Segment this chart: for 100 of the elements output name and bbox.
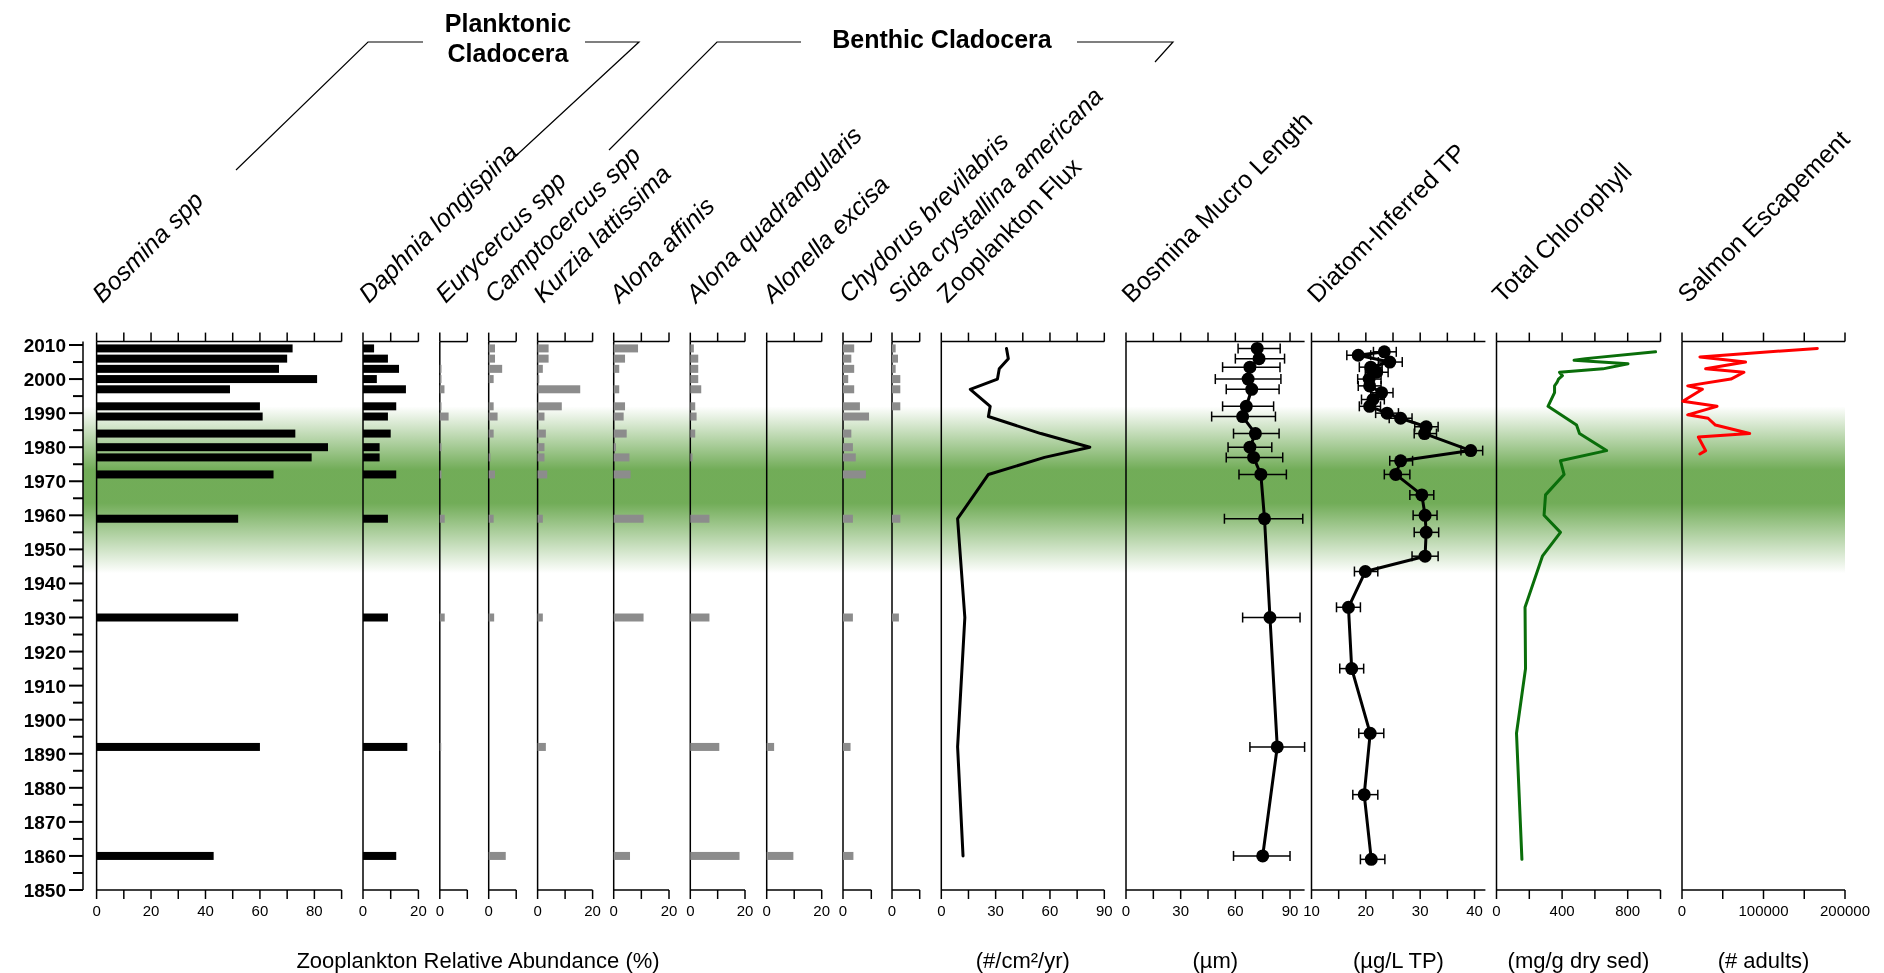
bar — [613, 851, 631, 860]
y-tick-label: 1900 — [23, 709, 66, 731]
x-axis-title: (µm) — [1192, 948, 1239, 973]
point — [1375, 386, 1389, 400]
bar — [690, 385, 702, 394]
point — [1243, 360, 1257, 374]
bar — [613, 470, 631, 479]
x-tick-label: 800 — [1615, 902, 1641, 919]
x-tick-label: 90 — [1281, 902, 1299, 919]
x-tick-label: 100000 — [1738, 902, 1789, 919]
bar — [843, 364, 855, 373]
bar — [613, 514, 644, 523]
bar — [843, 375, 849, 384]
x-axis-title: Zooplankton Relative Abundance (%) — [296, 948, 660, 973]
bar — [690, 364, 699, 373]
bar — [488, 429, 494, 438]
x-tick-label: 90 — [1095, 902, 1113, 919]
bar — [843, 412, 870, 421]
y-tick-label: 1850 — [23, 880, 66, 901]
bar — [690, 613, 710, 622]
point — [1358, 565, 1372, 579]
point — [1252, 352, 1266, 366]
bar — [439, 412, 449, 421]
bar — [537, 429, 546, 438]
bar — [537, 514, 543, 523]
point — [1383, 355, 1397, 369]
y-tick-label: 1950 — [23, 539, 66, 561]
bar — [613, 429, 627, 438]
point — [1418, 508, 1432, 522]
point — [1247, 450, 1261, 464]
bar — [537, 344, 549, 353]
bar — [537, 470, 548, 479]
y-tick-label: 2000 — [23, 369, 66, 391]
point — [1364, 852, 1378, 866]
bar — [843, 514, 853, 523]
point — [1270, 740, 1284, 754]
x-axis-title: (mg/g dry sed) — [1507, 948, 1650, 973]
x-tick-label: 0 — [937, 902, 946, 919]
x-axis-title: (#/cm²/yr) — [975, 948, 1070, 973]
x-tick-label: 80 — [306, 902, 323, 919]
bar — [843, 429, 852, 438]
bar — [488, 470, 496, 479]
bar — [488, 402, 494, 411]
point — [1248, 427, 1262, 441]
x-tick-label: 0 — [92, 902, 101, 919]
point — [1418, 427, 1432, 441]
bar — [613, 385, 620, 394]
bar — [843, 613, 853, 622]
point — [1357, 788, 1371, 802]
bar — [843, 470, 866, 479]
bar — [843, 385, 855, 394]
x-tick-label: 0 — [762, 902, 771, 919]
bar — [843, 742, 851, 751]
bar — [488, 344, 496, 353]
text: Planktonic Cladocera — [444, 9, 572, 67]
y-tick-label: 1920 — [23, 641, 66, 663]
point — [1363, 726, 1377, 740]
point — [1394, 411, 1408, 425]
bar — [690, 412, 697, 421]
x-tick-label: 400 — [1549, 902, 1575, 919]
x-tick-label: 20 — [660, 902, 678, 919]
x-tick-label: 20 — [584, 902, 601, 919]
bar — [843, 443, 853, 452]
bar — [537, 364, 543, 373]
x-tick-label: 20 — [1357, 902, 1375, 919]
point — [1239, 399, 1253, 413]
point — [1363, 379, 1377, 393]
bar — [439, 613, 445, 622]
x-tick-label: 0 — [358, 902, 368, 919]
x-tick-label: 0 — [1121, 902, 1131, 919]
x-axis-title: (# adults) — [1717, 948, 1810, 973]
bar — [613, 402, 626, 411]
y-tick-label: 1940 — [23, 573, 66, 595]
bar — [488, 412, 498, 421]
bar — [613, 364, 620, 373]
bar — [690, 514, 710, 523]
point — [1389, 467, 1403, 481]
x-tick-label: 0 — [1492, 902, 1501, 919]
bar — [843, 354, 852, 363]
x-tick-label: 30 — [987, 902, 1004, 919]
bar — [537, 354, 549, 363]
point — [1394, 454, 1408, 468]
x-tick-label: 60 — [1227, 902, 1244, 919]
bar — [690, 354, 699, 363]
bar — [843, 402, 860, 411]
point — [1245, 382, 1259, 396]
y-tick-label: 1890 — [23, 743, 66, 765]
point — [1464, 444, 1478, 458]
bar — [690, 402, 696, 411]
bar — [843, 851, 854, 860]
point — [1341, 600, 1355, 614]
x-tick-label: 30 — [1172, 902, 1190, 919]
y-tick-label: 1990 — [23, 403, 66, 425]
bar — [690, 375, 699, 384]
bar — [439, 514, 445, 523]
x-tick-label: 0 — [533, 902, 542, 919]
point — [1351, 348, 1365, 362]
bar — [843, 344, 855, 353]
bar — [488, 851, 506, 860]
x-tick-label: 40 — [1466, 902, 1483, 919]
